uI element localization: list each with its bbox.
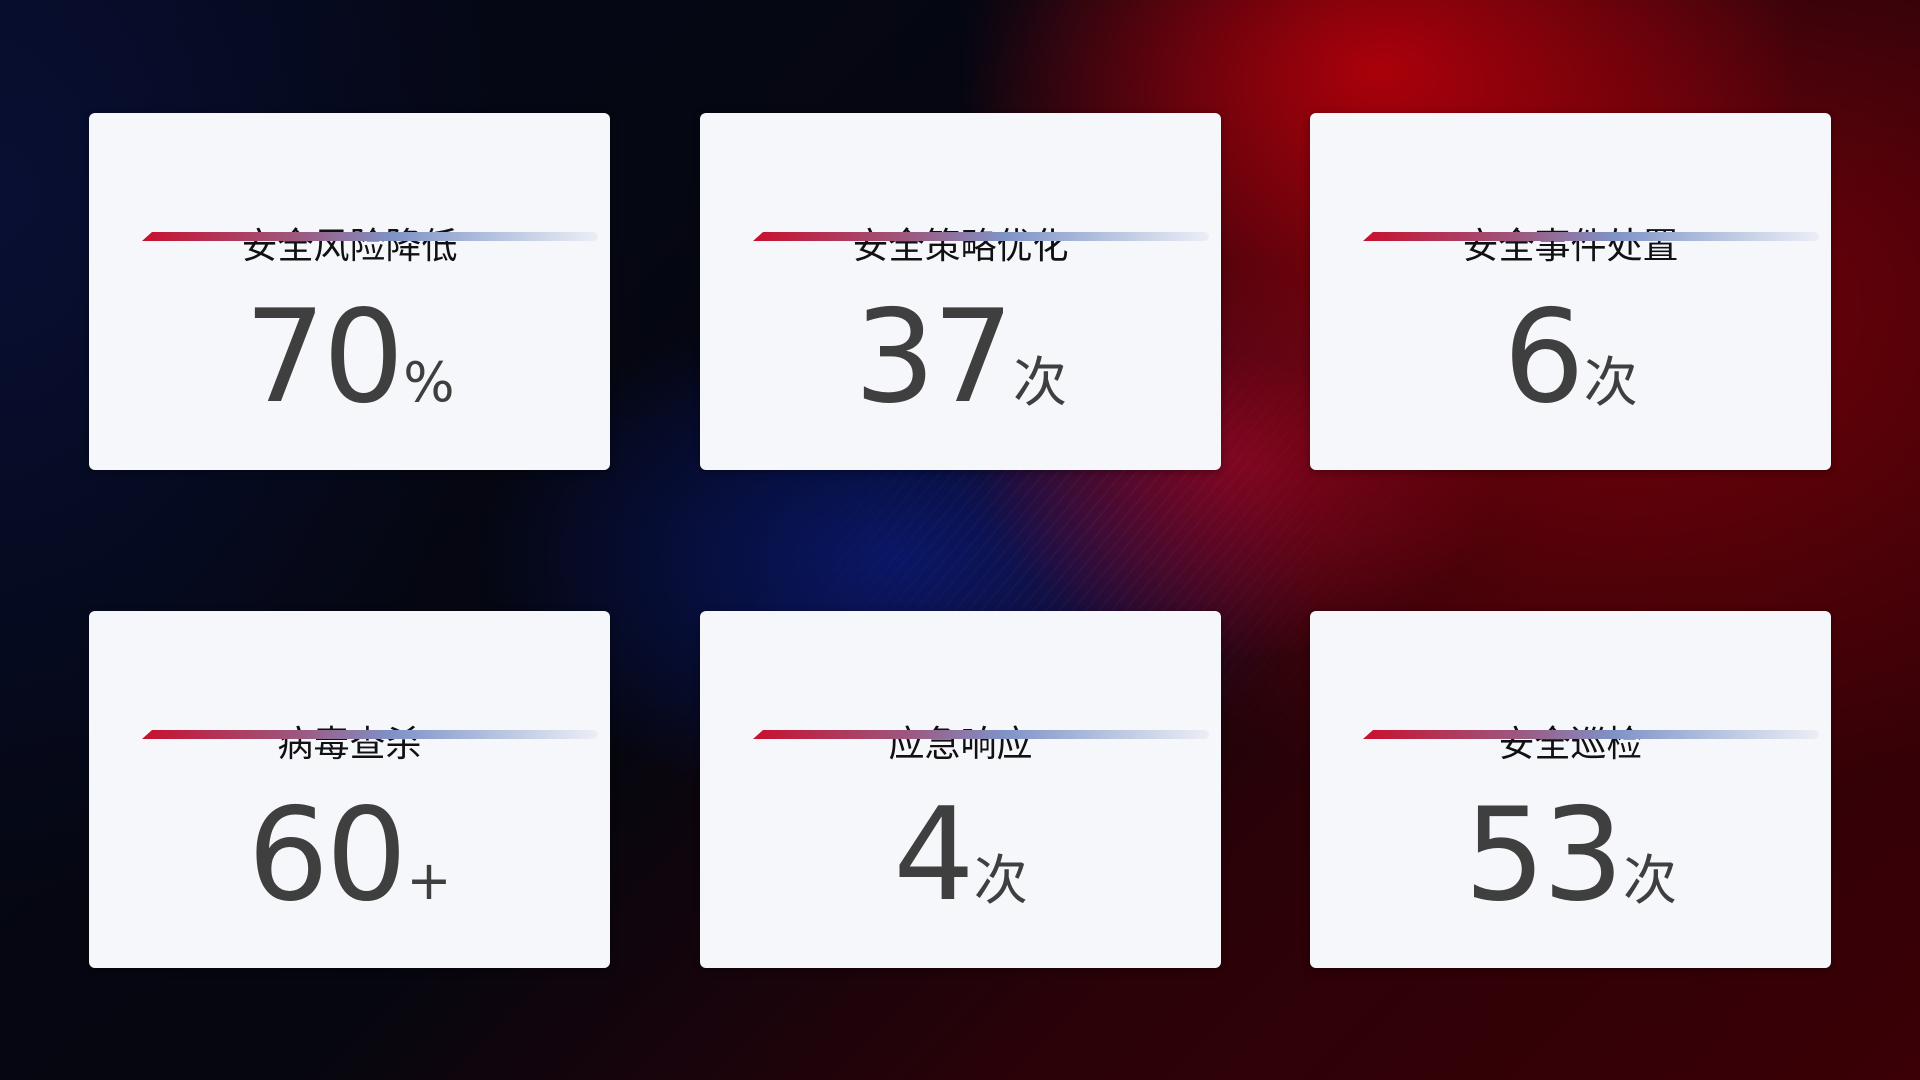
card-value: 70% bbox=[89, 283, 610, 432]
card-title: 安全巡检 bbox=[1498, 724, 1643, 765]
card-value: 6次 bbox=[1310, 283, 1831, 432]
value-unit: 次 bbox=[1583, 351, 1638, 414]
title-underline bbox=[753, 730, 1209, 739]
card-title: 应急响应 bbox=[888, 724, 1033, 765]
card-value: 4次 bbox=[700, 781, 1221, 930]
title-underline bbox=[753, 232, 1209, 241]
title-underline bbox=[142, 232, 598, 241]
value-number: 70 bbox=[244, 283, 404, 432]
value-unit: 次 bbox=[1012, 351, 1067, 414]
card-value: 60+ bbox=[89, 781, 610, 930]
value-unit: 次 bbox=[973, 849, 1028, 912]
value-unit: % bbox=[403, 351, 455, 414]
title-underline bbox=[1363, 232, 1819, 241]
stat-card-security-inspection: 安全巡检 53次 bbox=[1310, 611, 1831, 968]
value-unit: 次 bbox=[1622, 849, 1677, 912]
card-title: 安全策略优化 bbox=[852, 226, 1069, 267]
card-title: 安全事件处置 bbox=[1462, 226, 1679, 267]
stat-card-incident-handling: 安全事件处置 6次 bbox=[1310, 113, 1831, 470]
stat-card-virus-removal: 病毒查杀 60+ bbox=[89, 611, 610, 968]
stat-card-emergency-response: 应急响应 4次 bbox=[700, 611, 1221, 968]
value-number: 60 bbox=[247, 781, 407, 930]
card-title: 安全风险降低 bbox=[241, 226, 458, 267]
value-number: 4 bbox=[893, 781, 974, 930]
title-underline bbox=[142, 730, 598, 739]
value-number: 6 bbox=[1503, 283, 1584, 432]
card-value: 37次 bbox=[700, 283, 1221, 432]
stat-card-risk-reduction: 安全风险降低 70% bbox=[89, 113, 610, 470]
stat-card-policy-optimization: 安全策略优化 37次 bbox=[700, 113, 1221, 470]
value-number: 37 bbox=[854, 283, 1014, 432]
card-value: 53次 bbox=[1310, 781, 1831, 930]
value-unit: + bbox=[406, 849, 452, 912]
value-number: 53 bbox=[1464, 781, 1624, 930]
title-underline bbox=[1363, 730, 1819, 739]
card-title: 病毒查杀 bbox=[277, 724, 422, 765]
